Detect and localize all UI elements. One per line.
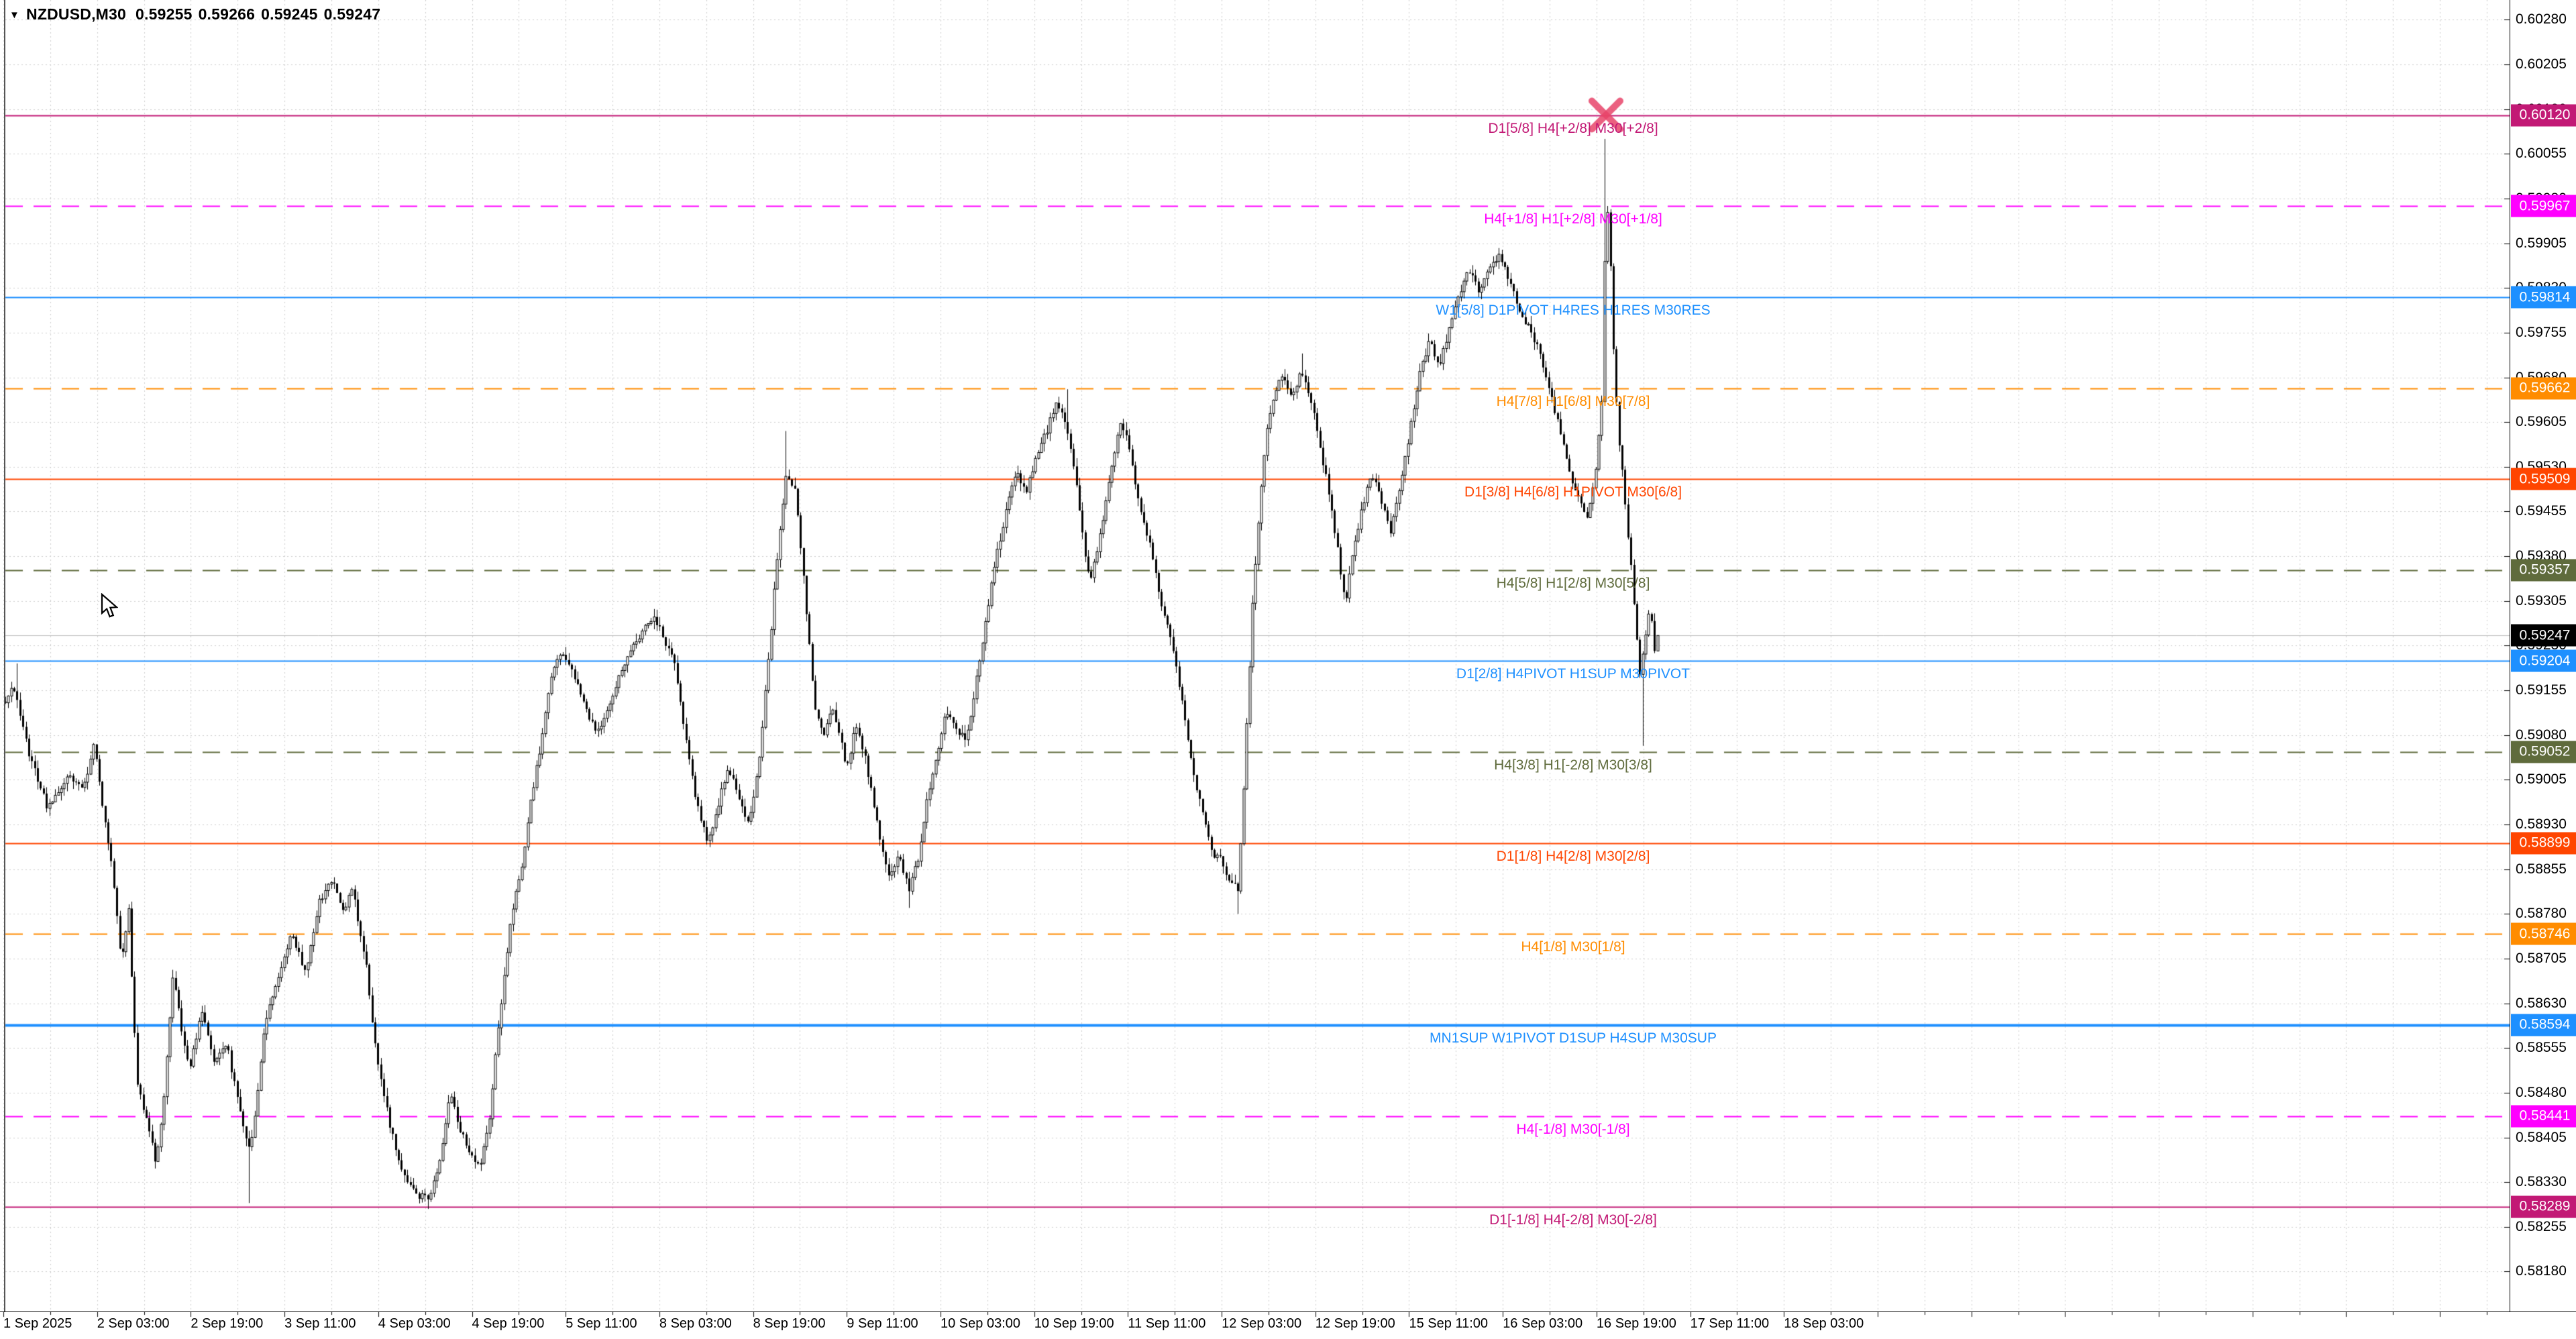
price-tick-label: 0.60055	[2516, 146, 2567, 162]
price-tick-label: 0.58480	[2516, 1084, 2567, 1100]
level-price-badge: 0.59967	[2511, 195, 2576, 217]
level-line-label[interactable]: D1[5/8] H4[+2/8] M30[+2/8]	[1488, 120, 1658, 136]
time-axis-label: 8 Sep 03:00	[659, 1316, 732, 1331]
price-tick-label: 0.59905	[2516, 235, 2567, 251]
price-tick-label: 0.58780	[2516, 906, 2567, 922]
level-line-label[interactable]: W1[5/8] D1PIVOT H4RES H1RES M30RES	[1436, 303, 1711, 319]
level-line-label[interactable]: H4[-1/8] M30[-1/8]	[1516, 1121, 1630, 1137]
time-axis-label: 18 Sep 03:00	[1784, 1316, 1864, 1331]
time-axis-label: 8 Sep 19:00	[753, 1316, 826, 1331]
time-axis-label: 5 Sep 11:00	[566, 1316, 637, 1331]
time-axis-label: 4 Sep 03:00	[378, 1316, 451, 1331]
time-axis-label: 10 Sep 03:00	[941, 1316, 1020, 1331]
time-axis-label: 2 Sep 03:00	[97, 1316, 170, 1331]
current-price-badge: 0.59247	[2511, 624, 2576, 647]
price-tick-label: 0.59005	[2516, 771, 2567, 788]
level-price-badge: 0.59662	[2511, 377, 2576, 399]
time-axis-label: 11 Sep 11:00	[1128, 1316, 1206, 1331]
price-tick-label: 0.59605	[2516, 414, 2567, 430]
level-line-label[interactable]: H4[7/8] H1[6/8] M30[7/8]	[1496, 393, 1650, 409]
chart-left-border	[4, 0, 5, 1311]
price-tick-label: 0.60205	[2516, 56, 2567, 72]
price-tick-label: 0.58855	[2516, 861, 2567, 877]
level-price-badge: 0.58899	[2511, 832, 2576, 855]
time-axis-label: 4 Sep 19:00	[472, 1316, 545, 1331]
price-tick-label: 0.58705	[2516, 950, 2567, 966]
mouse-cursor-icon	[101, 593, 118, 618]
chart-title: ▼ NZDUSD,M30 0.59255 0.59266 0.59245 0.59247	[9, 5, 386, 23]
high-value: 0.59266	[198, 5, 256, 23]
time-axis-label: 16 Sep 19:00	[1596, 1316, 1676, 1331]
price-tick-label: 0.59155	[2516, 682, 2567, 698]
ohlc-values: 0.59255 0.59266 0.59245 0.59247	[136, 5, 386, 23]
level-price-badge: 0.59509	[2511, 468, 2576, 490]
time-axis-label: 15 Sep 11:00	[1409, 1316, 1489, 1331]
level-line-label[interactable]: H4[+1/8] H1[+2/8] M30[+1/8]	[1484, 211, 1662, 227]
time-axis-label: 16 Sep 03:00	[1503, 1316, 1583, 1331]
symbol-period-label: NZDUSD,M30	[26, 5, 127, 23]
level-line-label[interactable]: D1[-1/8] H4[-2/8] M30[-2/8]	[1489, 1212, 1657, 1228]
price-tick-label: 0.58555	[2516, 1040, 2567, 1056]
level-line-label[interactable]: MN1SUP W1PIVOT D1SUP H4SUP M30SUP	[1430, 1030, 1717, 1046]
price-tick-label: 0.58405	[2516, 1129, 2567, 1145]
open-value: 0.59255	[136, 5, 193, 23]
level-price-badge: 0.59052	[2511, 741, 2576, 763]
close-value: 0.59247	[323, 5, 381, 23]
collapse-triangle-icon[interactable]: ▼	[9, 9, 20, 21]
price-tick-label: 0.58180	[2516, 1263, 2567, 1279]
time-axis-label: 17 Sep 11:00	[1690, 1316, 1770, 1331]
price-tick-label: 0.59305	[2516, 592, 2567, 608]
level-line-label[interactable]: H4[5/8] H1[2/8] M30[5/8]	[1496, 575, 1650, 591]
time-axis-label: 9 Sep 11:00	[847, 1316, 918, 1331]
level-price-badge: 0.58594	[2511, 1014, 2576, 1036]
level-price-badge: 0.58746	[2511, 922, 2576, 945]
level-price-badge: 0.59204	[2511, 649, 2576, 672]
level-price-badge: 0.60120	[2511, 104, 2576, 126]
price-tick-label: 0.58930	[2516, 816, 2567, 832]
level-line-label[interactable]: D1[2/8] H4PIVOT H1SUP M30PIVOT	[1456, 666, 1690, 682]
time-axis-label: 12 Sep 19:00	[1315, 1316, 1395, 1331]
level-price-badge: 0.59357	[2511, 559, 2576, 582]
level-line-label[interactable]: H4[1/8] M30[1/8]	[1521, 939, 1625, 955]
price-tick-label: 0.60280	[2516, 11, 2567, 28]
time-axis-label: 12 Sep 03:00	[1222, 1316, 1302, 1331]
level-price-badge: 0.59814	[2511, 286, 2576, 309]
price-tick-label: 0.58630	[2516, 995, 2567, 1011]
level-line-label[interactable]: H4[3/8] H1[-2/8] M30[3/8]	[1494, 757, 1652, 773]
level-price-badge: 0.58289	[2511, 1195, 2576, 1218]
time-axis-label: 2 Sep 19:00	[191, 1316, 264, 1331]
price-tick-label: 0.58255	[2516, 1218, 2567, 1234]
low-value: 0.59245	[261, 5, 318, 23]
time-axis-label: 10 Sep 19:00	[1034, 1316, 1114, 1331]
price-tick-label: 0.58330	[2516, 1174, 2567, 1190]
time-axis-separator[interactable]	[0, 1311, 2576, 1312]
price-tick-label: 0.59755	[2516, 324, 2567, 340]
level-line-label[interactable]: D1[3/8] H4[6/8] H1PIVOT M30[6/8]	[1464, 484, 1682, 500]
time-axis-label: 3 Sep 11:00	[284, 1316, 356, 1331]
level-line-label[interactable]: D1[1/8] H4[2/8] M30[2/8]	[1496, 848, 1650, 864]
level-price-badge: 0.58441	[2511, 1105, 2576, 1128]
price-tick-label: 0.59080	[2516, 727, 2567, 743]
price-tick-label: 0.59455	[2516, 503, 2567, 519]
time-axis-label: 1 Sep 2025	[3, 1316, 72, 1331]
